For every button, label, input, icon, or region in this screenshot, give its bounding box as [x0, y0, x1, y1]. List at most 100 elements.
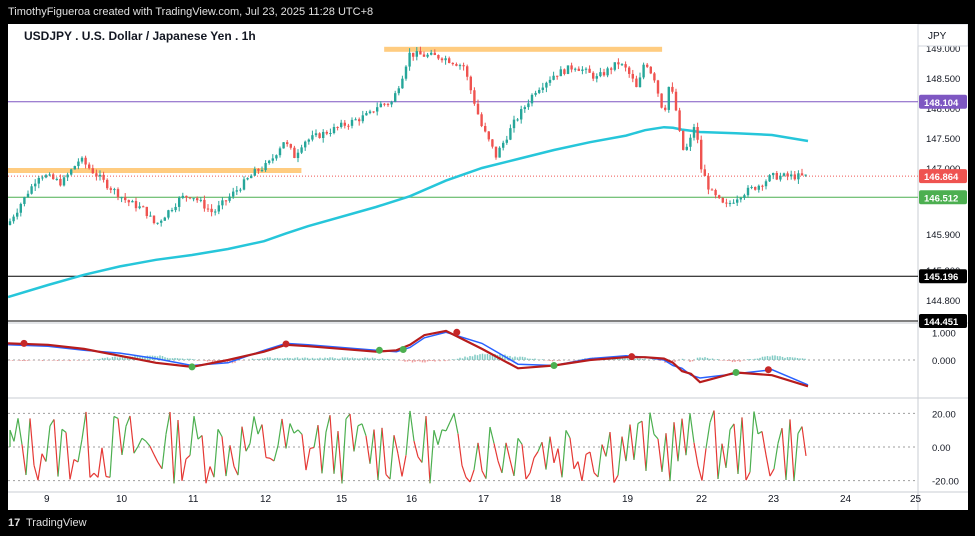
candle-body[interactable] [109, 188, 112, 190]
candle-body[interactable] [772, 172, 775, 176]
candle-body[interactable] [588, 68, 591, 73]
candle-body[interactable] [566, 65, 570, 74]
candle-body[interactable] [300, 147, 303, 153]
candle-body[interactable] [199, 199, 202, 201]
candle-body[interactable] [325, 131, 328, 134]
candle-body[interactable] [685, 146, 688, 150]
candle-body[interactable] [70, 169, 73, 175]
candle-body[interactable] [642, 64, 645, 78]
candle-body[interactable] [95, 173, 98, 177]
candle-body[interactable] [163, 217, 166, 221]
candle-body[interactable] [718, 195, 721, 198]
candle-body[interactable] [480, 114, 483, 127]
candle-body[interactable] [368, 111, 372, 114]
candle-body[interactable] [329, 132, 332, 134]
candle-body[interactable] [422, 54, 426, 57]
candle-body[interactable] [628, 67, 631, 74]
resistance-zone[interactable] [8, 168, 302, 173]
candle-body[interactable] [264, 163, 267, 171]
candle-body[interactable] [358, 119, 361, 122]
candle-body[interactable] [638, 77, 642, 88]
candle-body[interactable] [617, 62, 620, 65]
candle-body[interactable] [16, 212, 19, 217]
macd-cross-marker[interactable] [20, 339, 28, 347]
candle-body[interactable] [134, 201, 138, 209]
candle-body[interactable] [311, 135, 314, 140]
candle-body[interactable] [293, 147, 296, 158]
candle-body[interactable] [228, 196, 231, 201]
candle-body[interactable] [624, 64, 627, 68]
candle-body[interactable] [534, 92, 537, 95]
candle-body[interactable] [271, 158, 274, 161]
macd-cross-marker[interactable] [764, 366, 772, 374]
candle-body[interactable] [700, 139, 703, 170]
candle-body[interactable] [354, 119, 357, 121]
candle-body[interactable] [55, 178, 58, 180]
price-tag-badge[interactable] [919, 169, 967, 184]
candle-body[interactable] [581, 69, 584, 71]
candle-body[interactable] [275, 155, 278, 159]
candle-body[interactable] [185, 195, 188, 198]
candle-body[interactable] [361, 115, 364, 122]
candle-body[interactable] [725, 202, 728, 204]
candle-body[interactable] [667, 86, 670, 110]
candle-body[interactable] [34, 183, 37, 187]
candle-body[interactable] [721, 197, 724, 203]
candle-body[interactable] [584, 68, 588, 70]
candle-body[interactable] [214, 211, 217, 213]
candle-body[interactable] [188, 197, 192, 199]
candle-body[interactable] [649, 66, 652, 74]
candle-body[interactable] [336, 126, 339, 128]
candle-body[interactable] [365, 113, 368, 116]
candle-body[interactable] [156, 222, 159, 224]
candle-body[interactable] [343, 122, 346, 126]
candle-body[interactable] [167, 210, 170, 218]
candle-body[interactable] [689, 137, 692, 147]
candle-body[interactable] [386, 104, 390, 106]
candle-body[interactable] [505, 139, 508, 143]
candle-body[interactable] [52, 174, 55, 180]
price-tag-badge[interactable] [919, 313, 967, 328]
candle-body[interactable] [775, 172, 778, 180]
candle-body[interactable] [736, 199, 739, 203]
candle-body[interactable] [37, 178, 40, 184]
candle-body[interactable] [116, 189, 120, 198]
candle-body[interactable] [282, 142, 285, 149]
candle-body[interactable] [660, 93, 663, 108]
candle-body[interactable] [559, 69, 562, 77]
candle-body[interactable] [574, 68, 577, 70]
candle-body[interactable] [8, 221, 12, 225]
candle-body[interactable] [124, 197, 127, 201]
candle-body[interactable] [696, 127, 699, 140]
candle-body[interactable] [462, 65, 465, 67]
macd-cross-marker[interactable] [628, 353, 636, 361]
candle-body[interactable] [592, 72, 595, 79]
candle-body[interactable] [278, 148, 282, 156]
candle-body[interactable] [73, 166, 76, 170]
chart-area[interactable]: 149.000148.500148.000147.500147.000146.5… [7, 23, 969, 510]
candle-body[interactable] [520, 109, 523, 120]
candle-body[interactable] [602, 72, 606, 76]
candle-body[interactable] [530, 94, 534, 104]
candle-body[interactable] [674, 91, 678, 111]
candle-body[interactable] [656, 80, 660, 94]
resistance-zone[interactable] [384, 46, 663, 52]
candle-body[interactable] [754, 186, 757, 190]
macd-slow-line[interactable] [7, 329, 809, 388]
candle-body[interactable] [314, 133, 318, 136]
macd-cross-marker[interactable] [282, 340, 290, 348]
candle-body[interactable] [653, 73, 656, 81]
candle-body[interactable] [408, 52, 411, 67]
candle-body[interactable] [419, 51, 422, 55]
candle-body[interactable] [142, 206, 145, 208]
candle-body[interactable] [80, 157, 84, 162]
candle-body[interactable] [19, 203, 22, 213]
candle-body[interactable] [556, 75, 559, 77]
candle-body[interactable] [350, 119, 354, 126]
candle-body[interactable] [509, 128, 512, 140]
candle-body[interactable] [548, 79, 552, 83]
candle-body[interactable] [610, 68, 613, 70]
oscillator-pane[interactable] [8, 410, 918, 484]
candle-body[interactable] [570, 65, 573, 70]
candle-body[interactable] [296, 152, 300, 158]
